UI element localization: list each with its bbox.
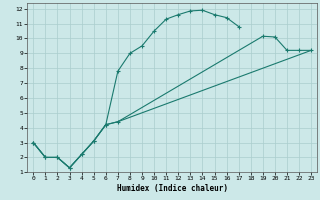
X-axis label: Humidex (Indice chaleur): Humidex (Indice chaleur) (117, 184, 228, 193)
